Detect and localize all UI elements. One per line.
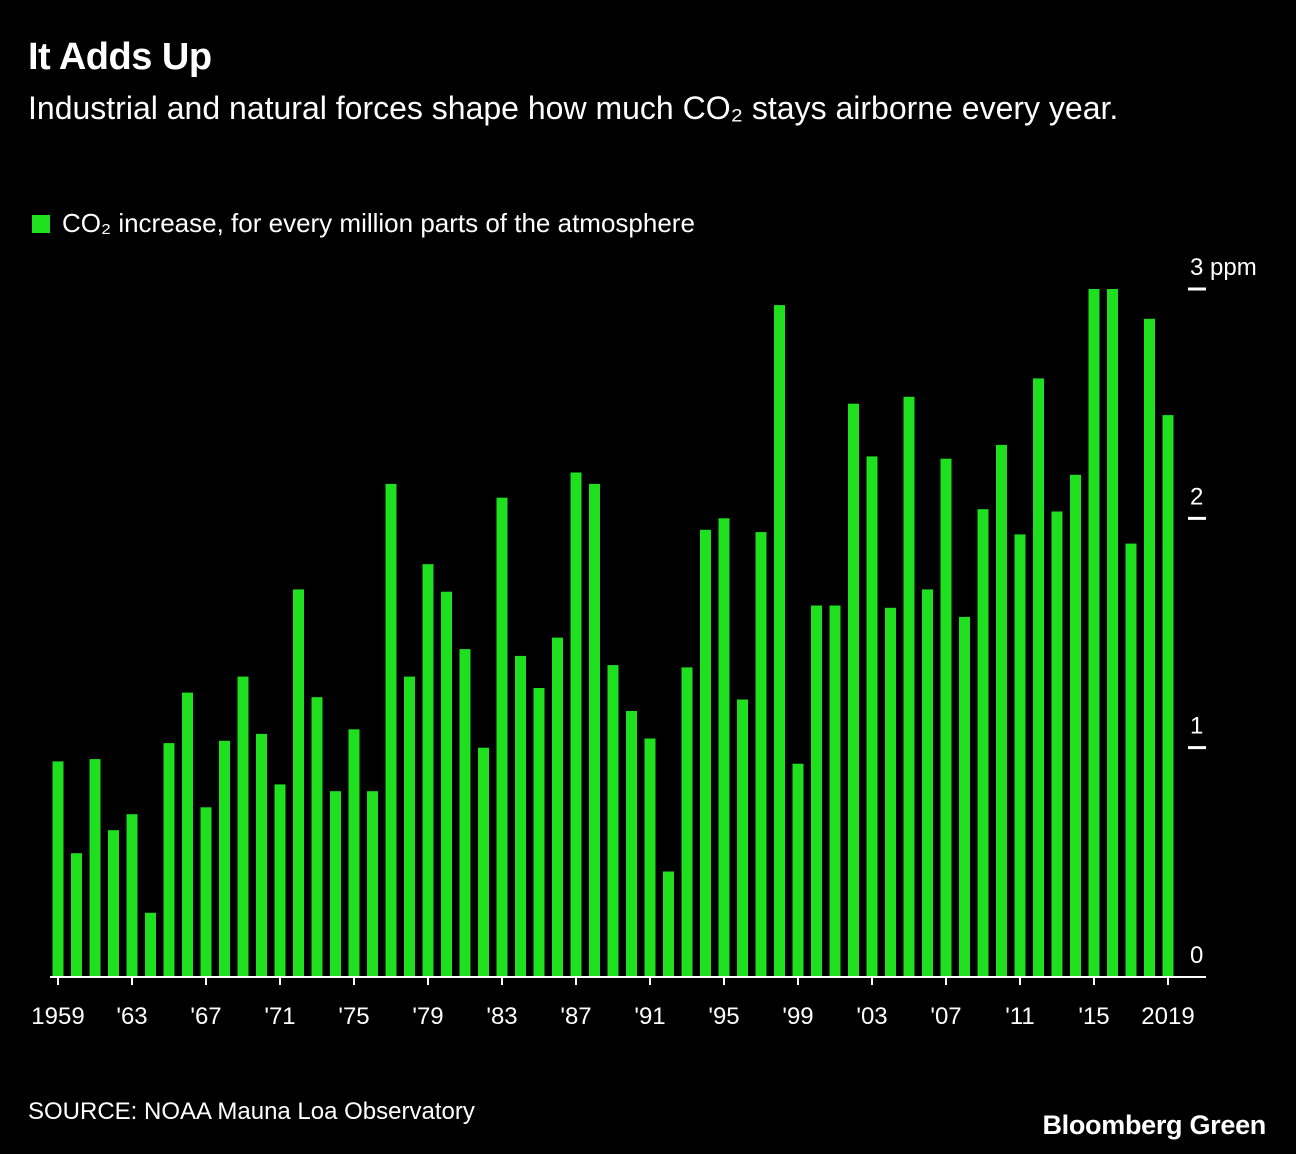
y-tick-label: 1 bbox=[1190, 713, 1203, 740]
x-tick-label: '07 bbox=[930, 1003, 961, 1030]
bar-1980 bbox=[441, 591, 452, 977]
bar-2007 bbox=[940, 458, 952, 977]
bar-2002 bbox=[848, 403, 859, 977]
bar-2010 bbox=[996, 444, 1007, 977]
bar-2015 bbox=[1088, 289, 1100, 977]
bar-1996 bbox=[737, 699, 748, 977]
bar-1981 bbox=[459, 649, 471, 977]
x-tick-label: '63 bbox=[116, 1003, 147, 1030]
y-tick-label: 0 bbox=[1190, 942, 1203, 969]
bar-1974 bbox=[330, 791, 341, 977]
bar-1972 bbox=[293, 589, 304, 977]
bar-2014 bbox=[1070, 474, 1081, 977]
bar-1976 bbox=[367, 791, 378, 977]
bar-2008 bbox=[959, 616, 970, 977]
x-tick-label: '95 bbox=[708, 1003, 739, 1030]
bar-1968 bbox=[219, 740, 230, 977]
bar-1967 bbox=[200, 807, 212, 977]
bar-2012 bbox=[1033, 378, 1044, 977]
bar-2009 bbox=[977, 509, 989, 977]
bar-1966 bbox=[182, 692, 193, 977]
bar-1971 bbox=[274, 784, 286, 977]
bar-2005 bbox=[903, 396, 915, 977]
bar-2000 bbox=[811, 605, 822, 977]
bar-1963 bbox=[126, 814, 138, 977]
x-tick-label: 1959 bbox=[31, 1003, 84, 1030]
bar-1977 bbox=[385, 483, 397, 977]
bar-1982 bbox=[478, 747, 489, 977]
y-axis: 0 1 2 3 ppm bbox=[1188, 254, 1257, 969]
bar-1962 bbox=[108, 830, 119, 977]
bar-1985 bbox=[533, 688, 545, 977]
bar-2018 bbox=[1144, 318, 1155, 977]
source-note: SOURCE: NOAA Mauna Loa Observatory bbox=[28, 1098, 475, 1125]
bar-1979 bbox=[422, 564, 434, 977]
bar-1995 bbox=[718, 518, 730, 977]
bar-1993 bbox=[681, 667, 693, 977]
x-tick-label: '75 bbox=[338, 1003, 369, 1030]
bar-2019 bbox=[1162, 415, 1174, 978]
bar-1973 bbox=[311, 697, 323, 977]
bar-1975 bbox=[348, 729, 360, 977]
x-tick-label: '67 bbox=[190, 1003, 221, 1030]
legend: CO₂ increase, for every million parts of… bbox=[32, 208, 695, 239]
bar-1959 bbox=[52, 761, 64, 977]
bar-1997 bbox=[755, 532, 767, 977]
x-tick-label: '83 bbox=[486, 1003, 517, 1030]
x-tick-label: '11 bbox=[1005, 1003, 1035, 1030]
bar-2013 bbox=[1051, 511, 1063, 977]
bar-1983 bbox=[496, 497, 508, 977]
x-tick-label: '03 bbox=[856, 1003, 887, 1030]
bar-1994 bbox=[700, 529, 711, 977]
bar-1989 bbox=[607, 665, 619, 977]
bar-1999 bbox=[792, 763, 804, 977]
bar-1984 bbox=[515, 655, 526, 977]
bar-1960 bbox=[71, 853, 82, 977]
bar-1987 bbox=[570, 472, 582, 977]
bar-1961 bbox=[89, 759, 101, 977]
x-tick-label: '91 bbox=[634, 1003, 665, 1030]
y-tick-label: 3 ppm bbox=[1190, 254, 1257, 281]
bar-1988 bbox=[589, 483, 600, 977]
bar-1986 bbox=[552, 637, 563, 977]
chart-title: It Adds Up bbox=[28, 36, 212, 78]
bar-2011 bbox=[1014, 534, 1026, 977]
x-tick-label: 2019 bbox=[1141, 1003, 1194, 1030]
bar-1991 bbox=[644, 738, 656, 977]
brand-logo: Bloomberg Green bbox=[1042, 1110, 1266, 1140]
legend-label: CO₂ increase, for every million parts of… bbox=[62, 208, 695, 238]
bar-1990 bbox=[626, 711, 637, 977]
bar-1964 bbox=[145, 912, 156, 977]
bar-2016 bbox=[1107, 289, 1118, 977]
bar-1978 bbox=[404, 676, 415, 977]
bar-2001 bbox=[829, 605, 841, 977]
bar-1970 bbox=[256, 733, 267, 977]
bar-2017 bbox=[1125, 543, 1137, 977]
chart-subtitle: Industrial and natural forces shape how … bbox=[28, 90, 1119, 126]
x-tick-label: '15 bbox=[1078, 1003, 1109, 1030]
x-tick-label: '99 bbox=[782, 1003, 813, 1030]
x-tick-label: '71 bbox=[264, 1003, 295, 1030]
bar-2006 bbox=[922, 589, 933, 977]
x-tick-label: '79 bbox=[412, 1003, 443, 1030]
x-tick-label: '87 bbox=[560, 1003, 591, 1030]
bar-1992 bbox=[663, 871, 674, 977]
bar-2003 bbox=[866, 456, 878, 977]
bar-1969 bbox=[237, 676, 249, 977]
y-tick-label: 2 bbox=[1190, 483, 1203, 510]
bars-group bbox=[52, 289, 1174, 978]
legend-swatch bbox=[32, 214, 50, 233]
bar-1965 bbox=[163, 743, 175, 977]
bar-2004 bbox=[885, 607, 896, 977]
x-axis: 1959 '63 '67 '71 '75 '79 '83 '87 '91 '95 '99 '03 '07… bbox=[31, 976, 1206, 1030]
bar-1998 bbox=[774, 305, 785, 978]
